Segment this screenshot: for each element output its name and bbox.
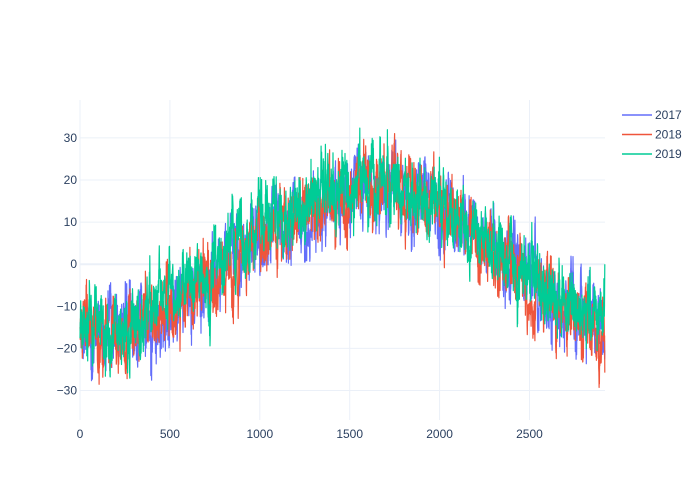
series-lines [79,127,606,388]
x-tick-label: 1000 [246,427,273,441]
legend-item-2018[interactable]: 2018 [622,128,682,142]
axes: 0 500 1000 1500 2000 2500 −30 −20 −10 0 10 20 30 [57,131,544,441]
y-tick-label: −10 [57,299,78,313]
legend-item-2019[interactable]: 2019 [622,147,682,161]
y-tick-label: 0 [70,257,77,271]
legend-label: 2017 [655,108,682,122]
x-tick-label: 2500 [516,427,543,441]
legend-item-2017[interactable]: 2017 [622,108,682,122]
y-tick-label: −30 [57,384,78,398]
x-tick-label: 1500 [336,427,363,441]
y-tick-label: 30 [64,131,78,145]
series-line-2019 [79,127,606,379]
y-tick-label: 10 [64,215,78,229]
legend-label: 2018 [655,128,682,142]
legend-label: 2019 [655,147,682,161]
x-tick-label: 2000 [426,427,453,441]
y-tick-label: 20 [64,173,78,187]
y-tick-label: −20 [57,341,78,355]
legend: 2017 2018 2019 [622,108,682,161]
x-tick-label: 0 [77,427,84,441]
x-tick-label: 500 [160,427,180,441]
